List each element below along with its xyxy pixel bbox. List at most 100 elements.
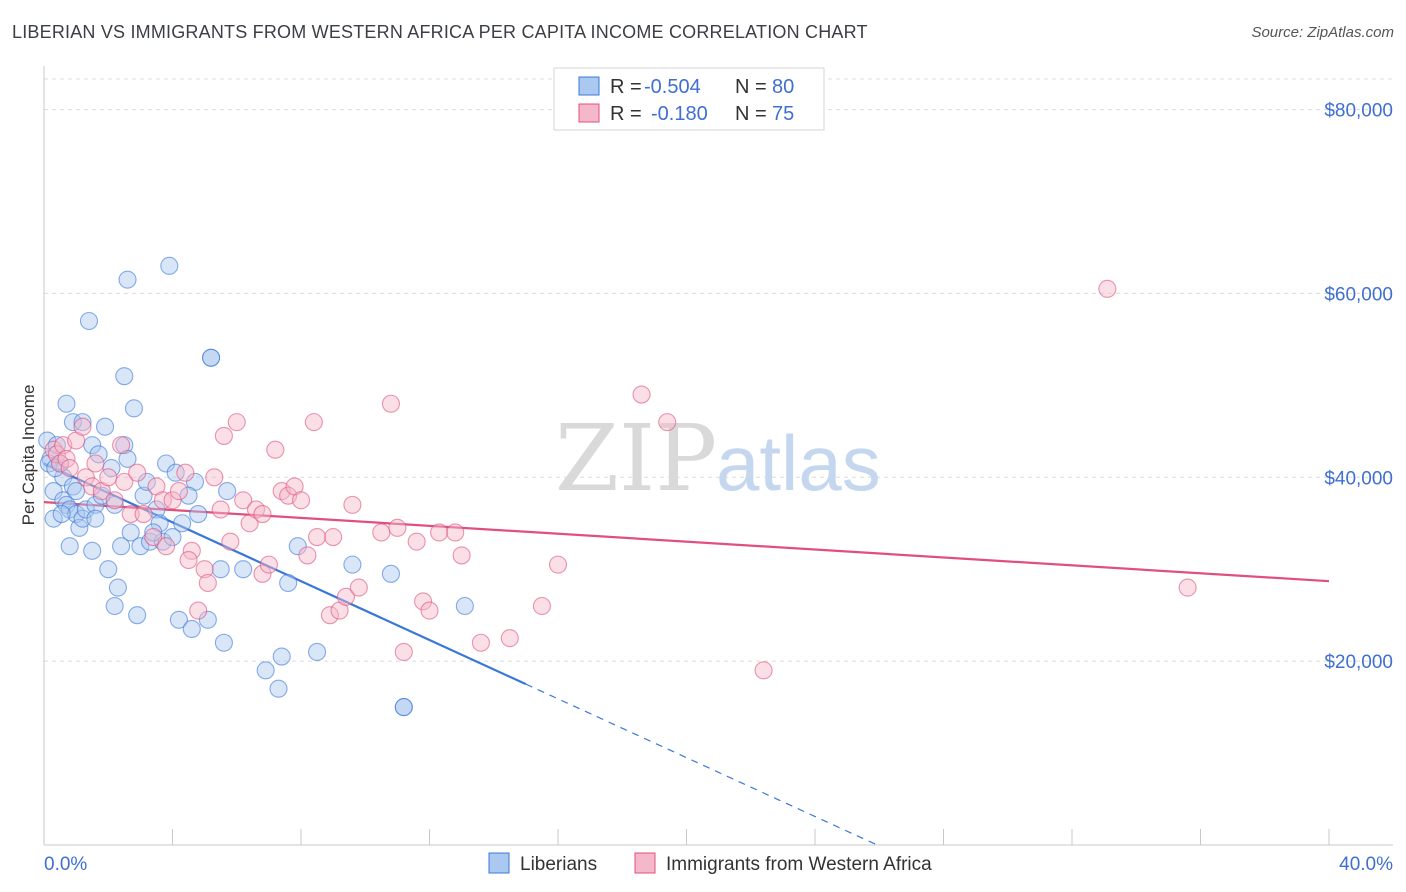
point-immigrants-29: [198, 573, 217, 593]
point-immigrants-57: [407, 532, 426, 551]
point-liberians-77: [105, 495, 124, 514]
point-liberians-58: [214, 633, 233, 652]
axis-ticks: $20,000 $40,000 $60,000 $80,000 0.0% 40.0%: [44, 101, 1393, 875]
point-immigrants-59: [420, 601, 439, 620]
point-immigrants-31: [211, 500, 230, 519]
watermark-zip: ZIP: [555, 405, 717, 512]
trend-line-0: [43, 462, 527, 686]
point-immigrants-46: [304, 413, 323, 432]
point-liberians-76: [86, 509, 105, 528]
point-immigrants-62: [452, 546, 471, 565]
legend-n-value-1: 80: [772, 76, 794, 98]
point-liberians-21: [83, 541, 102, 560]
point-immigrants-69: [754, 661, 773, 680]
point-liberians-38: [131, 537, 150, 556]
y-axis-title: Per Capita Income: [19, 385, 38, 526]
point-liberians-74: [52, 505, 71, 524]
point-immigrants-14: [112, 436, 131, 455]
point-liberians-26: [99, 560, 118, 579]
point-immigrants-66: [548, 555, 568, 574]
point-liberians-9: [57, 394, 76, 413]
point-immigrants-9: [83, 477, 102, 496]
point-immigrants-7: [73, 417, 92, 436]
y-tick-label-3: $80,000: [1324, 101, 1393, 122]
legend-n-label-1: N =: [735, 76, 767, 98]
point-immigrants-60: [430, 523, 449, 542]
point-immigrants-33: [221, 532, 240, 551]
point-immigrants-65: [532, 596, 551, 616]
point-immigrants-54: [381, 394, 401, 413]
point-immigrants-61: [446, 523, 465, 542]
point-liberians-63: [272, 647, 291, 666]
point-liberians-45: [157, 454, 176, 473]
y-tick-label-2: $60,000: [1324, 284, 1393, 305]
watermark-atlas: atlas: [716, 419, 881, 507]
point-immigrants-68: [658, 413, 677, 432]
point-liberians-31: [115, 367, 134, 386]
point-liberians-18: [76, 500, 95, 519]
point-liberians-68: [381, 564, 401, 583]
point-liberians-46: [160, 256, 179, 275]
point-liberians-57: [211, 560, 230, 579]
point-liberians-25: [95, 417, 115, 436]
legend: R = -0.504 N = 80 R = -0.180 N = 75: [553, 67, 825, 131]
point-liberians-64: [279, 573, 298, 593]
legend-r-label-2: R =: [610, 103, 642, 125]
point-immigrants-12: [99, 468, 118, 487]
point-liberians-51: [182, 619, 201, 639]
point-immigrants-30: [205, 468, 224, 487]
point-liberians-37: [128, 606, 147, 625]
point-liberians-49: [169, 610, 188, 629]
point-liberians-54: [198, 610, 217, 629]
point-immigrants-25: [176, 463, 195, 482]
point-liberians-48: [166, 463, 185, 482]
point-immigrants-67: [632, 385, 651, 404]
point-immigrants-37: [246, 500, 266, 519]
point-liberians-12: [63, 413, 82, 432]
legend-swatch-liberians: [578, 76, 600, 96]
point-immigrants-39: [259, 555, 278, 574]
bottom-legend-swatch-liberians: [488, 852, 510, 874]
point-liberians-71: [455, 596, 474, 616]
bottom-legend-swatch-immigrants: [634, 852, 656, 874]
point-immigrants-48: [320, 606, 339, 625]
point-liberians-50: [173, 514, 192, 533]
trend-line-1: [43, 501, 1330, 583]
point-liberians-65: [288, 537, 307, 556]
point-liberians-17: [73, 413, 92, 432]
point-immigrants-53: [349, 578, 368, 597]
point-liberians-67: [343, 555, 362, 574]
point-immigrants-55: [388, 518, 407, 537]
point-immigrants-64: [500, 629, 519, 648]
point-liberians-14: [67, 505, 86, 524]
point-liberians-40: [137, 472, 156, 491]
point-immigrants-72: [179, 550, 198, 570]
source-label: Source: ZipAtlas.com: [1251, 24, 1394, 41]
point-immigrants-56: [394, 642, 413, 662]
point-immigrants-15: [115, 472, 134, 491]
point-immigrants-58: [414, 592, 433, 611]
point-immigrants-16: [121, 505, 140, 524]
point-immigrants-73: [253, 505, 272, 524]
point-liberians-34: [118, 270, 137, 289]
point-immigrants-28: [195, 560, 214, 579]
point-liberians-62: [269, 679, 288, 698]
point-immigrants-21: [153, 491, 172, 510]
point-liberians-39: [134, 486, 153, 505]
legend-swatch-immigrants: [578, 103, 600, 123]
point-liberians-56: [202, 348, 221, 367]
point-immigrants-52: [343, 495, 362, 514]
trend-lines: [43, 462, 1330, 847]
data-points: [38, 256, 1197, 717]
point-immigrants-45: [298, 546, 317, 565]
point-immigrants-27: [189, 601, 208, 620]
point-immigrants-13: [105, 491, 124, 510]
legend-r-value-1: -0.504: [644, 76, 701, 98]
point-liberians-53: [189, 505, 208, 524]
point-liberians-78: [144, 523, 163, 542]
legend-n-label-2: N =: [735, 103, 767, 125]
point-immigrants-19: [144, 527, 163, 547]
point-immigrants-23: [163, 491, 182, 510]
legend-r-value-2: -0.180: [651, 103, 708, 125]
